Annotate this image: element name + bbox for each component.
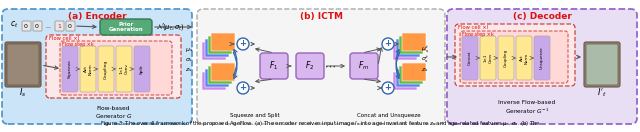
FancyBboxPatch shape (98, 46, 114, 92)
FancyBboxPatch shape (586, 44, 618, 85)
FancyBboxPatch shape (402, 33, 426, 51)
Text: Flow cell ×l: Flow cell ×l (458, 25, 488, 30)
Text: Split: Split (140, 64, 144, 74)
Text: +: + (239, 84, 246, 93)
Text: Act
Norm: Act Norm (520, 52, 528, 64)
Text: ...: ... (45, 23, 51, 29)
FancyBboxPatch shape (100, 19, 152, 35)
Text: 0: 0 (35, 23, 39, 29)
Circle shape (382, 38, 394, 50)
Text: $z_s$: $z_s$ (185, 66, 193, 74)
FancyBboxPatch shape (396, 39, 420, 57)
FancyBboxPatch shape (402, 63, 426, 81)
Text: $\cdots$: $\cdots$ (324, 61, 336, 71)
Text: $\sigma_s^t$: $\sigma_s^t$ (421, 55, 429, 65)
FancyBboxPatch shape (296, 53, 324, 79)
Text: $c_t$: $c_t$ (10, 20, 18, 30)
Text: $\mathcal{N}(\mu_t,\sigma_t)$: $\mathcal{N}(\mu_t,\sigma_t)$ (156, 22, 184, 32)
Text: +: + (385, 84, 392, 93)
Circle shape (237, 38, 249, 50)
Text: $\sigma_s$: $\sigma_s$ (185, 56, 193, 64)
Text: 0: 0 (24, 23, 28, 29)
Text: Coupling: Coupling (504, 49, 508, 67)
FancyBboxPatch shape (197, 9, 445, 124)
FancyBboxPatch shape (211, 33, 235, 51)
FancyBboxPatch shape (211, 63, 235, 81)
Text: Flow cell ×l: Flow cell ×l (49, 36, 79, 41)
FancyBboxPatch shape (66, 21, 75, 31)
Text: Inverse Flow-based
Generator $G^{-1}$: Inverse Flow-based Generator $G^{-1}$ (499, 100, 556, 116)
FancyBboxPatch shape (116, 46, 132, 92)
Text: $I'_t$: $I'_t$ (597, 87, 607, 99)
Text: Figure 3: The overall framework of the proposed AgeFlow. (a) The encoder receive: Figure 3: The overall framework of the p… (100, 119, 540, 128)
Text: +: + (385, 39, 392, 48)
Text: Flow step ×k: Flow step ×k (62, 42, 93, 47)
Circle shape (237, 82, 249, 94)
Text: $\mu_s$: $\mu_s$ (185, 46, 193, 54)
Text: Squeeze and Split: Squeeze and Split (230, 113, 280, 118)
FancyBboxPatch shape (60, 41, 172, 95)
Text: Act
Norm: Act Norm (84, 63, 92, 75)
FancyBboxPatch shape (498, 36, 514, 80)
FancyBboxPatch shape (350, 53, 378, 79)
FancyBboxPatch shape (33, 21, 42, 31)
Text: (a) Encoder: (a) Encoder (68, 12, 126, 21)
FancyBboxPatch shape (462, 36, 478, 80)
FancyBboxPatch shape (205, 69, 229, 87)
Text: Squeeze: Squeeze (68, 60, 72, 78)
FancyBboxPatch shape (455, 24, 575, 86)
Text: Flow step ×k: Flow step ×k (462, 32, 493, 37)
Text: Unsqueeze: Unsqueeze (540, 47, 544, 69)
Text: $F_1$: $F_1$ (269, 60, 278, 72)
Text: Coupling: Coupling (104, 59, 108, 79)
FancyBboxPatch shape (260, 53, 288, 79)
Text: $F_m$: $F_m$ (358, 60, 370, 72)
FancyBboxPatch shape (202, 72, 226, 90)
FancyBboxPatch shape (516, 36, 532, 80)
Text: 1×1
Conv: 1×1 Conv (120, 63, 128, 74)
Text: Concat and Unsqueeze: Concat and Unsqueeze (357, 113, 421, 118)
FancyBboxPatch shape (62, 46, 78, 92)
FancyBboxPatch shape (134, 46, 150, 92)
FancyBboxPatch shape (202, 42, 226, 60)
Text: $z_s$: $z_s$ (421, 66, 429, 74)
Text: (c) Decoder: (c) Decoder (513, 12, 572, 21)
Text: $I_s$: $I_s$ (19, 87, 27, 99)
FancyBboxPatch shape (393, 42, 417, 60)
Text: Prior
Generation: Prior Generation (109, 22, 143, 32)
FancyBboxPatch shape (584, 42, 620, 87)
Circle shape (382, 82, 394, 94)
FancyBboxPatch shape (460, 31, 568, 83)
Text: $F_2$: $F_2$ (305, 60, 315, 72)
Text: +: + (239, 39, 246, 48)
FancyBboxPatch shape (205, 39, 229, 57)
FancyBboxPatch shape (55, 21, 64, 31)
Text: $\mu_s^t$: $\mu_s^t$ (421, 45, 429, 55)
FancyBboxPatch shape (399, 66, 423, 84)
FancyBboxPatch shape (5, 42, 41, 87)
Text: 0: 0 (68, 23, 72, 29)
FancyBboxPatch shape (393, 72, 417, 90)
Text: (b) ICTM: (b) ICTM (300, 12, 342, 21)
Text: 1×1
Conv: 1×1 Conv (484, 53, 492, 63)
FancyBboxPatch shape (396, 69, 420, 87)
FancyBboxPatch shape (399, 36, 423, 54)
FancyBboxPatch shape (208, 66, 232, 84)
FancyBboxPatch shape (2, 9, 192, 124)
Text: Concat: Concat (468, 51, 472, 65)
FancyBboxPatch shape (534, 36, 550, 80)
FancyBboxPatch shape (480, 36, 496, 80)
FancyBboxPatch shape (46, 35, 181, 98)
FancyBboxPatch shape (208, 36, 232, 54)
FancyBboxPatch shape (7, 44, 39, 85)
Text: 1: 1 (57, 23, 61, 29)
FancyBboxPatch shape (447, 9, 637, 124)
FancyBboxPatch shape (22, 21, 31, 31)
FancyBboxPatch shape (80, 46, 96, 92)
Text: Flow-based
Generator $G$: Flow-based Generator $G$ (95, 106, 132, 120)
